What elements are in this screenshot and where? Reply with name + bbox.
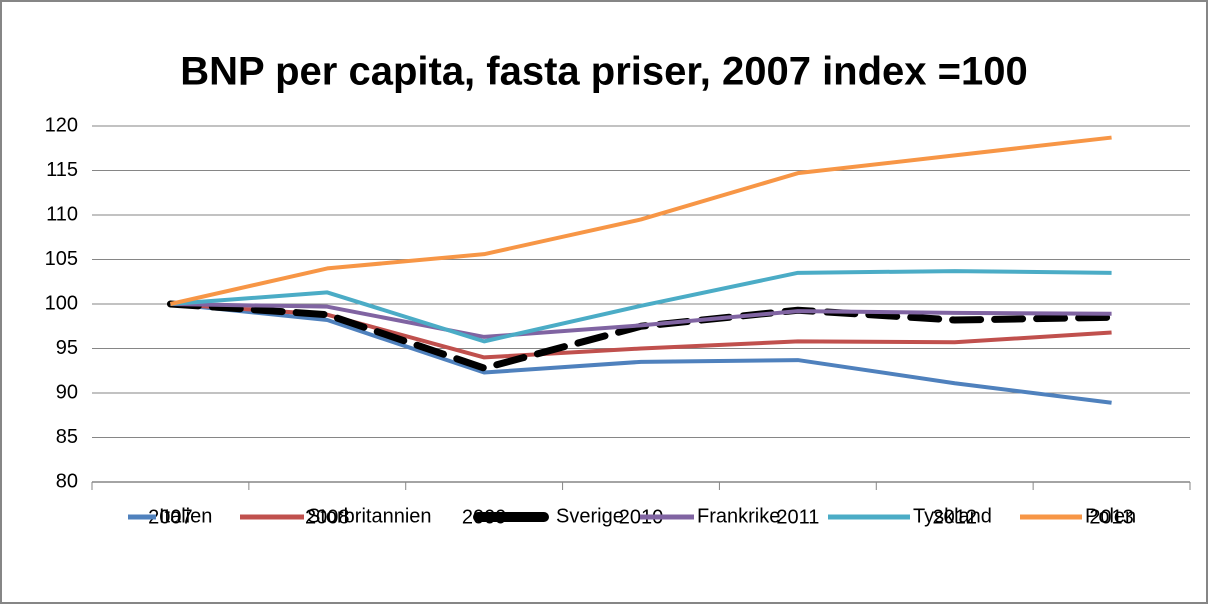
y-tick-label: 105 [45, 248, 78, 270]
legend-label: Polen [1085, 505, 1136, 527]
series-line [170, 302, 1112, 405]
y-tick-label: 95 [56, 337, 78, 359]
x-tick-label: 2008 [305, 506, 350, 528]
y-tick-label: 115 [46, 159, 78, 181]
legend-label: Italien [159, 505, 212, 527]
series-line [170, 269, 1112, 344]
y-tick-label: 85 [56, 426, 78, 448]
y-tick-label: 90 [56, 381, 78, 403]
y-tick-label: 100 [45, 292, 78, 314]
series-line [169, 135, 1112, 306]
y-tick-label: 80 [56, 470, 78, 492]
legend-label: Storbritannien [307, 505, 432, 527]
x-tick-label: 2013 [1089, 506, 1134, 528]
chart-title: BNP per capita, fasta priser, 2007 index… [180, 50, 1028, 94]
x-tick-label: 2011 [776, 506, 819, 528]
legend-label: Sverige [556, 505, 624, 527]
series-line [170, 302, 1112, 339]
x-tick-label: 2012 [932, 506, 977, 528]
x-tick-label: 2007 [148, 506, 193, 528]
legend-label: Frankrike [697, 505, 780, 527]
legend-label: Tyskland [913, 505, 992, 527]
y-tick-label: 120 [45, 114, 78, 136]
y-tick-label: 110 [46, 203, 78, 225]
